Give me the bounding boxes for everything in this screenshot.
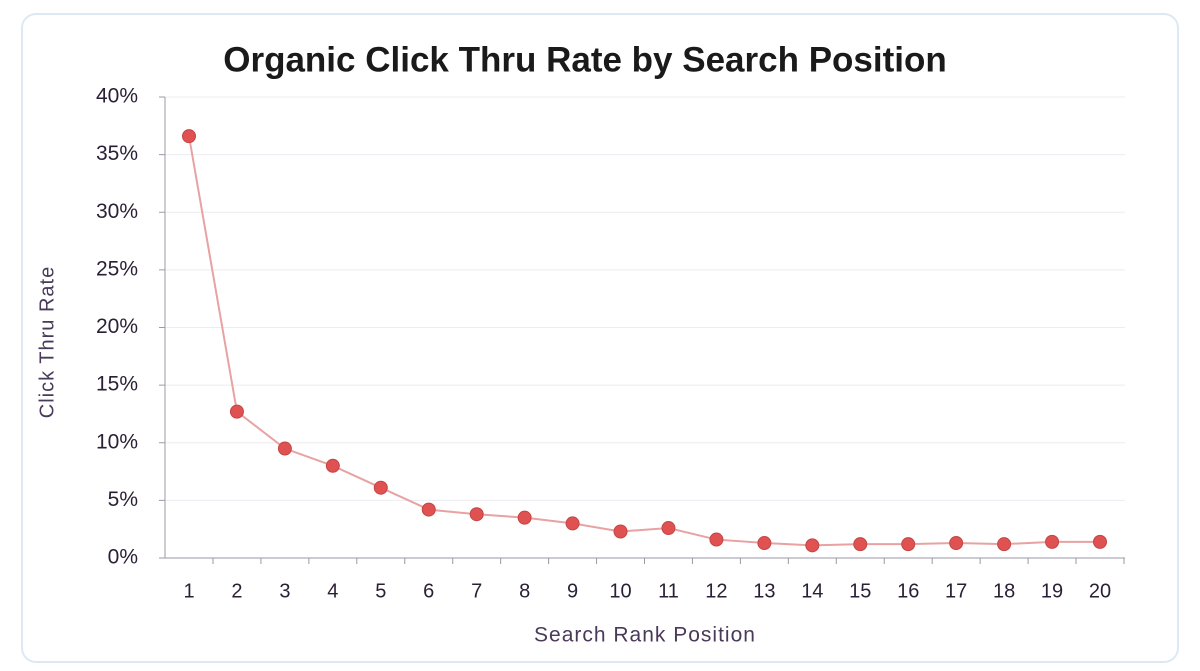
y-tick-label: 40% <box>96 85 138 108</box>
y-tick-label: 5% <box>108 488 138 511</box>
y-tick-label: 25% <box>96 257 138 280</box>
x-tick-label: 8 <box>519 580 530 602</box>
data-point <box>325 458 340 473</box>
data-point <box>661 521 676 536</box>
x-tick-label: 16 <box>897 580 919 602</box>
data-point <box>805 538 820 553</box>
data-point <box>997 537 1012 552</box>
data-line <box>188 136 1100 547</box>
x-tick-label: 11 <box>658 580 679 602</box>
chart-title: Organic Click Thru Rate by Search Positi… <box>223 40 947 79</box>
y-axis-title: Click Thru Rate <box>36 266 58 418</box>
data-point <box>757 536 772 551</box>
x-tick-label: 6 <box>423 580 434 602</box>
x-tick-label: 19 <box>1041 580 1063 602</box>
x-tick-label: 20 <box>1089 580 1111 602</box>
data-point <box>1045 534 1060 549</box>
x-tick-label: 4 <box>327 580 338 602</box>
x-tick-label: 15 <box>849 580 871 602</box>
data-point <box>949 536 964 551</box>
y-tick-label: 0% <box>108 546 138 569</box>
data-point <box>1093 534 1107 549</box>
data-point <box>709 532 724 547</box>
y-tick-label: 15% <box>96 373 138 396</box>
data-point <box>182 129 196 144</box>
x-tick-label: 18 <box>993 580 1015 602</box>
x-tick-label: 10 <box>609 580 631 602</box>
x-tick-label: 5 <box>375 580 386 602</box>
data-point <box>469 507 484 522</box>
data-point <box>613 524 628 539</box>
data-point <box>277 441 292 456</box>
x-tick-label: 7 <box>471 580 482 602</box>
data-point <box>853 537 868 552</box>
data-point <box>373 480 388 495</box>
y-tick-label: 35% <box>96 142 138 165</box>
x-tick-label: 9 <box>567 580 578 602</box>
x-tick-label: 12 <box>705 580 727 602</box>
y-tick-label: 20% <box>96 315 138 338</box>
data-point <box>517 510 532 525</box>
y-tick-label: 30% <box>96 200 138 223</box>
data-point <box>421 502 436 517</box>
x-tick-label: 13 <box>753 580 775 602</box>
card <box>21 13 1179 663</box>
data-point <box>229 404 244 419</box>
data-point <box>565 516 580 531</box>
y-tick-label: 10% <box>96 430 138 453</box>
x-tick-label: 17 <box>945 580 967 602</box>
data-point <box>901 537 916 552</box>
x-tick-label: 2 <box>231 580 242 602</box>
x-tick-label: 14 <box>801 580 823 602</box>
x-axis-title: Search Rank Position <box>534 624 756 647</box>
x-tick-label: 1 <box>183 580 194 602</box>
x-tick-label: 3 <box>279 580 290 602</box>
